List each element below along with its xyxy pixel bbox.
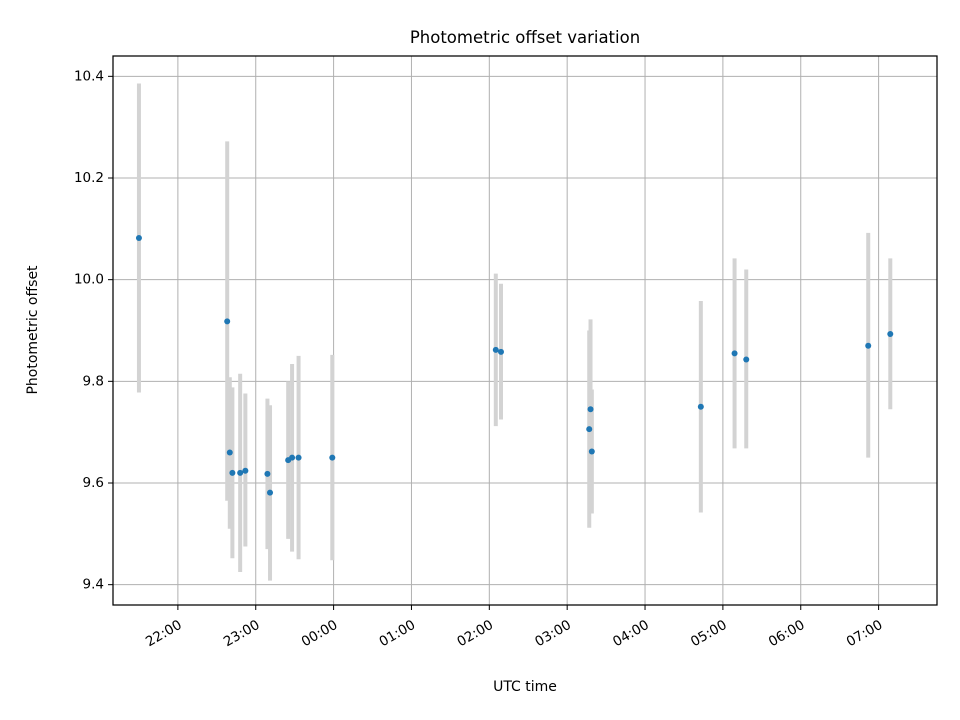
data-point	[586, 426, 593, 433]
data-point	[865, 342, 872, 349]
y-tick-label: 9.4	[83, 577, 104, 593]
data-point	[237, 469, 244, 476]
data-point	[697, 403, 704, 410]
data-point	[329, 454, 336, 461]
chart-title: Photometric offset variation	[410, 28, 640, 47]
data-point	[224, 318, 231, 325]
data-point	[264, 470, 271, 477]
plot-frame	[112, 55, 938, 606]
data-point	[295, 454, 302, 461]
data-point	[135, 234, 142, 241]
data-point	[289, 454, 296, 461]
data-point	[887, 331, 894, 338]
data-point	[242, 467, 249, 474]
y-tick-label: 10.2	[74, 170, 104, 186]
data-point	[588, 448, 595, 455]
data-point	[731, 350, 738, 357]
y-tick-label: 9.6	[83, 475, 104, 491]
y-tick-label: 10.4	[74, 68, 104, 84]
data-point	[497, 348, 504, 355]
data-point	[492, 346, 499, 353]
data-point	[226, 449, 233, 456]
data-points	[135, 234, 894, 496]
y-tick-label: 10.0	[74, 272, 104, 288]
data-point	[267, 489, 274, 496]
y-axis-label: Photometric offset	[25, 265, 41, 395]
grid-lines	[113, 56, 937, 605]
data-point	[229, 469, 236, 476]
x-axis-label: UTC time	[493, 679, 557, 695]
data-point	[587, 406, 594, 413]
data-point	[743, 356, 750, 363]
y-tick-label: 9.8	[83, 373, 104, 389]
